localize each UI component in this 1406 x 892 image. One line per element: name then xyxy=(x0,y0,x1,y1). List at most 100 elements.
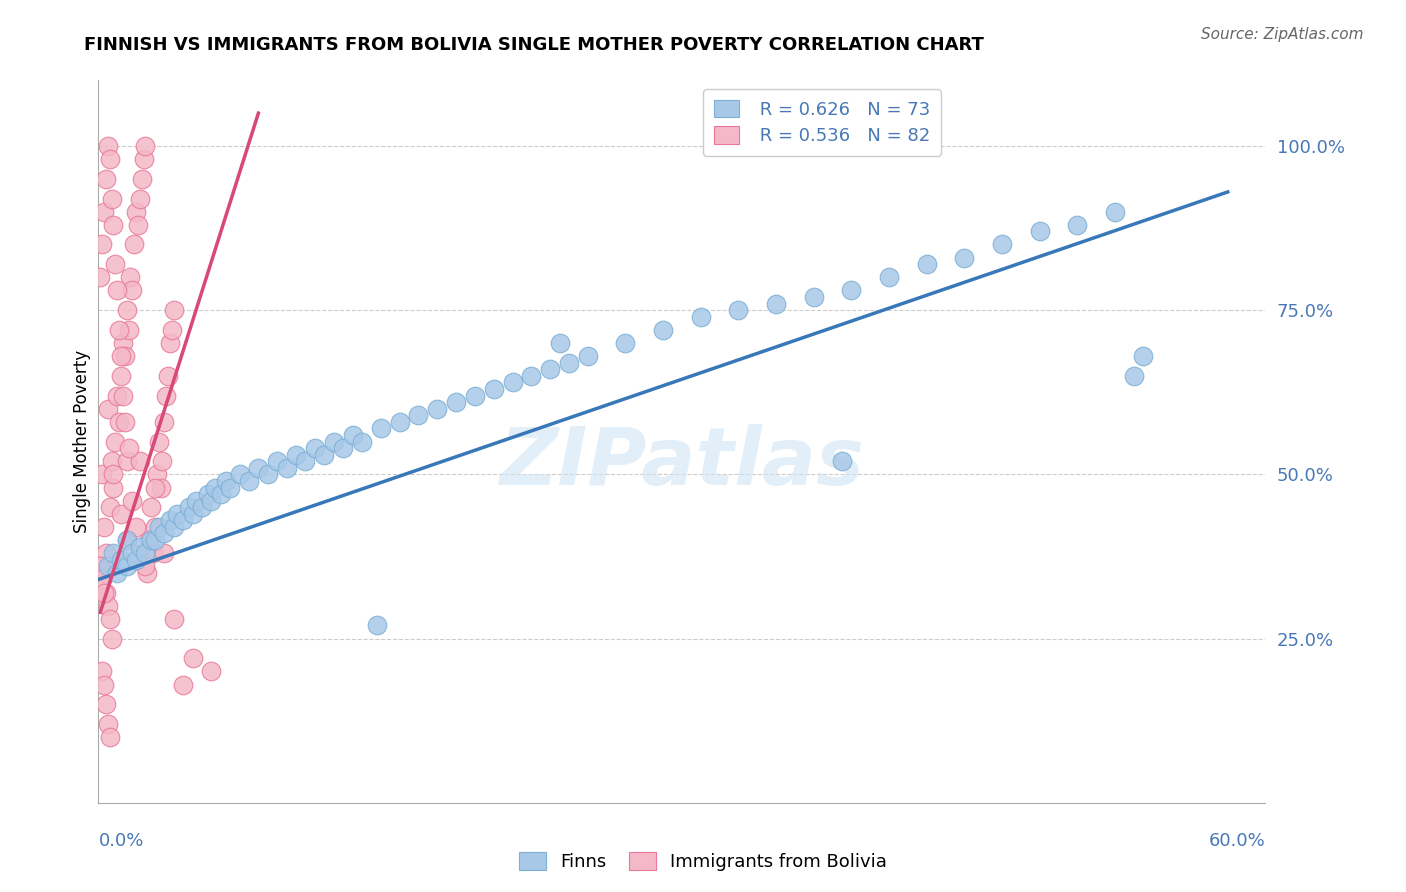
Point xyxy=(197,487,219,501)
Point xyxy=(1132,349,1154,363)
Point xyxy=(1028,224,1050,238)
Point xyxy=(1122,368,1144,383)
Point xyxy=(146,467,169,482)
Point xyxy=(98,152,121,166)
Point xyxy=(89,270,111,285)
Point xyxy=(103,481,125,495)
Point xyxy=(294,454,316,468)
Point xyxy=(228,467,250,482)
Point xyxy=(181,507,204,521)
Point xyxy=(105,284,128,298)
Point xyxy=(139,500,162,515)
Point xyxy=(304,441,326,455)
Point xyxy=(204,481,226,495)
Point xyxy=(120,270,142,285)
Point xyxy=(953,251,976,265)
Point xyxy=(143,520,166,534)
Point xyxy=(285,448,308,462)
Point xyxy=(94,546,117,560)
Point xyxy=(128,192,150,206)
Point xyxy=(153,546,176,560)
Point xyxy=(765,296,787,310)
Point xyxy=(548,336,571,351)
Point xyxy=(108,415,131,429)
Point xyxy=(104,434,127,449)
Point xyxy=(134,139,156,153)
Point xyxy=(366,618,388,632)
Point xyxy=(991,237,1014,252)
Point xyxy=(125,520,148,534)
Point xyxy=(576,349,599,363)
Point xyxy=(110,368,132,383)
Point xyxy=(689,310,711,324)
Point xyxy=(115,533,138,547)
Point xyxy=(502,376,524,390)
Point xyxy=(314,448,336,462)
Point xyxy=(98,500,121,515)
Point xyxy=(149,481,172,495)
Point xyxy=(614,336,637,351)
Point xyxy=(98,730,121,744)
Point xyxy=(104,257,127,271)
Point xyxy=(93,566,115,580)
Point xyxy=(342,428,364,442)
Point xyxy=(125,204,148,219)
Point xyxy=(100,454,122,468)
Point xyxy=(128,454,150,468)
Point xyxy=(110,553,132,567)
Point xyxy=(200,665,222,679)
Point xyxy=(97,717,120,731)
Point xyxy=(91,467,114,482)
Point xyxy=(839,284,862,298)
Text: 0.0%: 0.0% xyxy=(98,831,143,850)
Text: FINNISH VS IMMIGRANTS FROM BOLIVIA SINGLE MOTHER POVERTY CORRELATION CHART: FINNISH VS IMMIGRANTS FROM BOLIVIA SINGL… xyxy=(84,36,984,54)
Point xyxy=(94,171,117,186)
Point xyxy=(115,559,138,574)
Point xyxy=(111,336,134,351)
Point xyxy=(134,546,156,560)
Point xyxy=(209,487,232,501)
Legend:  R = 0.626   N = 73,  R = 0.536   N = 82: R = 0.626 N = 73, R = 0.536 N = 82 xyxy=(703,89,941,156)
Point xyxy=(186,493,208,508)
Point xyxy=(98,612,121,626)
Point xyxy=(172,677,194,691)
Point xyxy=(831,454,853,468)
Point xyxy=(132,152,155,166)
Point xyxy=(105,388,128,402)
Point xyxy=(163,612,186,626)
Point xyxy=(91,573,114,587)
Point xyxy=(94,585,117,599)
Point xyxy=(159,513,181,527)
Point xyxy=(125,553,148,567)
Point xyxy=(322,434,344,449)
Point xyxy=(115,533,138,547)
Point xyxy=(1066,218,1088,232)
Point xyxy=(97,599,120,613)
Point xyxy=(103,467,125,482)
Point xyxy=(114,349,136,363)
Point xyxy=(1104,204,1126,219)
Point xyxy=(157,368,180,383)
Point xyxy=(128,540,150,554)
Point xyxy=(97,401,120,416)
Point xyxy=(139,533,162,547)
Point xyxy=(558,356,581,370)
Point xyxy=(172,513,194,527)
Point xyxy=(426,401,449,416)
Point xyxy=(111,388,134,402)
Point xyxy=(100,632,122,646)
Point xyxy=(266,454,288,468)
Point xyxy=(105,566,128,580)
Point xyxy=(134,559,156,574)
Point xyxy=(159,336,181,351)
Point xyxy=(219,481,242,495)
Point xyxy=(177,500,200,515)
Y-axis label: Single Mother Poverty: Single Mother Poverty xyxy=(73,350,91,533)
Point xyxy=(89,559,111,574)
Point xyxy=(94,698,117,712)
Point xyxy=(163,520,186,534)
Point xyxy=(256,467,278,482)
Text: ZIPatlas: ZIPatlas xyxy=(499,425,865,502)
Point xyxy=(93,204,115,219)
Point xyxy=(115,303,138,318)
